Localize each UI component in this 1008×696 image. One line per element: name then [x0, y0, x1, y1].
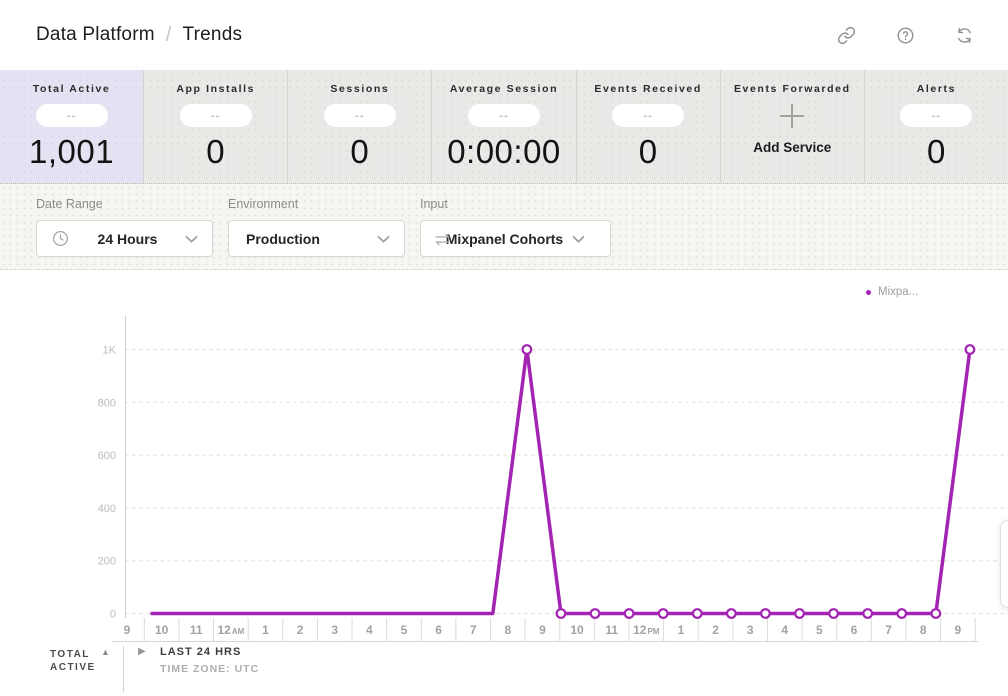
svg-text:7: 7 — [885, 623, 892, 637]
date-range-value: 24 Hours — [97, 230, 158, 247]
svg-text:9: 9 — [124, 623, 131, 637]
stat-label: Events Forwarded — [733, 83, 851, 95]
svg-text:6: 6 — [435, 623, 442, 637]
filter-label: Input — [420, 197, 448, 211]
stat-sparkline-placeholder: -- — [323, 104, 396, 127]
row-range-label: LAST 24 HRS — [160, 646, 242, 658]
plus-icon — [780, 104, 805, 128]
environment-value: Production — [246, 230, 320, 247]
app-header: Data Platform / Trends — [0, 0, 1008, 70]
stat-card-average-session[interactable]: Average Session -- 0:00:00 — [432, 70, 577, 183]
filter-group-environment: Environment Production — [228, 197, 405, 269]
sort-asc-icon[interactable]: ▲ — [101, 647, 110, 657]
stat-value: 0:00:00 — [447, 133, 561, 170]
stat-card-sessions[interactable]: Sessions -- 0 — [288, 70, 433, 183]
svg-text:200: 200 — [98, 556, 116, 568]
svg-text:6: 6 — [851, 623, 858, 637]
stat-card-events-received[interactable]: Events Received -- 0 — [577, 70, 721, 183]
legend-item-mixpanel[interactable]: Mixpa... — [866, 286, 918, 298]
svg-text:11: 11 — [605, 623, 618, 637]
svg-text:0: 0 — [110, 609, 116, 621]
refresh-icon[interactable] — [955, 26, 974, 45]
stat-value: 0 — [350, 133, 370, 170]
stat-label: Events Received — [594, 83, 702, 95]
stat-label: Total Active — [32, 83, 111, 95]
svg-text:3: 3 — [331, 623, 338, 637]
svg-text:5: 5 — [401, 623, 408, 637]
stat-sparkline-placeholder: -- — [179, 104, 252, 127]
breadcrumb: Data Platform / Trends — [36, 24, 242, 47]
stat-sparkline-placeholder: -- — [467, 104, 540, 127]
chevron-down-icon — [572, 235, 585, 243]
stat-value: 0 — [638, 133, 658, 170]
link-icon[interactable] — [837, 26, 856, 45]
date-range-select[interactable]: 24 Hours — [36, 220, 213, 257]
svg-text:4: 4 — [781, 623, 788, 637]
svg-text:12PM: 12PM — [633, 623, 660, 637]
clock-icon — [51, 229, 70, 248]
stat-card-alerts[interactable]: Alerts -- 0 — [865, 70, 1008, 183]
svg-text:2: 2 — [297, 623, 304, 637]
svg-text:1K: 1K — [103, 345, 117, 357]
svg-text:4: 4 — [366, 623, 373, 637]
header-actions — [837, 26, 974, 45]
svg-text:9: 9 — [955, 623, 962, 637]
filter-bar: Date Range 24 Hours Environment Producti… — [0, 184, 1008, 270]
row-header-total-active[interactable]: TOTAL ACTIVE — [50, 649, 96, 673]
stat-value: 1,001 — [29, 133, 115, 170]
expand-row-icon[interactable]: ▶ — [138, 646, 146, 657]
filter-group-date-range: Date Range 24 Hours — [36, 197, 213, 269]
stat-card-events-forwarded[interactable]: Events Forwarded Add Service — [721, 70, 865, 183]
stat-card-total-active[interactable]: Total Active -- 1,001 — [0, 70, 145, 183]
svg-text:10: 10 — [155, 623, 169, 637]
chevron-down-icon — [185, 235, 198, 243]
input-value: Mixpanel Cohorts — [445, 230, 564, 247]
stat-sparkline-placeholder: -- — [35, 104, 108, 127]
svg-text:8: 8 — [920, 623, 927, 637]
breadcrumb-section[interactable]: Data Platform — [36, 24, 155, 45]
stats-row: Total Active -- 1,001 App Installs -- 0 … — [0, 70, 1008, 184]
transfer-icon — [433, 230, 452, 249]
stat-sparkline-placeholder: -- — [612, 104, 685, 127]
stat-label: Average Session — [449, 83, 559, 95]
input-select[interactable]: Mixpanel Cohorts — [420, 220, 611, 257]
svg-text:10: 10 — [570, 623, 584, 637]
environment-select[interactable]: Production — [228, 220, 405, 257]
stat-label: Sessions — [330, 83, 390, 95]
svg-text:7: 7 — [470, 623, 477, 637]
svg-text:2: 2 — [712, 623, 719, 637]
svg-text:400: 400 — [98, 503, 116, 515]
stat-value: 0 — [926, 133, 946, 170]
filter-label: Date Range — [36, 197, 103, 211]
stat-label: Alerts — [916, 83, 957, 95]
help-icon[interactable] — [896, 26, 915, 45]
svg-text:5: 5 — [816, 623, 823, 637]
svg-text:1: 1 — [262, 623, 269, 637]
svg-text:11: 11 — [190, 623, 203, 637]
svg-text:1: 1 — [678, 623, 685, 637]
legend-dot — [866, 289, 871, 295]
stat-value: 0 — [206, 133, 226, 170]
filter-group-input: Input Mixpanel Cohorts — [420, 197, 611, 269]
trends-chart: 1K 800 600 400 200 0 9 10 11 12AM 1 2 3 4 5 6 7 8 9 10 11 12P… — [0, 270, 1008, 696]
svg-text:9: 9 — [539, 623, 546, 637]
breadcrumb-separator: / — [165, 23, 172, 46]
svg-text:800: 800 — [98, 397, 116, 409]
peek-panel[interactable] — [1000, 520, 1008, 608]
svg-text:12AM: 12AM — [217, 623, 244, 637]
row-timezone-label: TIME ZONE: UTC — [160, 663, 260, 675]
svg-text:3: 3 — [747, 623, 754, 637]
stat-card-app-installs[interactable]: App Installs -- 0 — [144, 70, 289, 183]
filter-label: Environment — [228, 197, 299, 211]
stat-label: App Installs — [176, 83, 256, 95]
footer-divider — [123, 646, 124, 692]
chevron-down-icon — [377, 235, 390, 243]
legend-label: Mixpa... — [878, 286, 919, 298]
stat-sparkline-placeholder: -- — [900, 104, 973, 127]
svg-text:8: 8 — [504, 623, 511, 637]
add-service-button[interactable]: Add Service — [753, 140, 832, 155]
breadcrumb-page[interactable]: Trends — [182, 24, 243, 45]
svg-text:600: 600 — [98, 450, 116, 462]
